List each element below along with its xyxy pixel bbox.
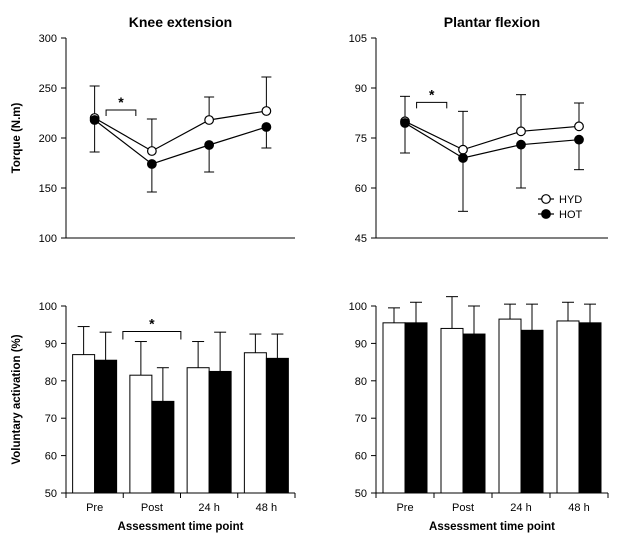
- data-point-hot: [400, 118, 410, 128]
- bar-hot: [462, 333, 486, 494]
- series-line-hyd: [404, 120, 580, 151]
- significance-marker: *: [149, 316, 155, 332]
- significance-bracket: [416, 101, 448, 109]
- y-tick-label: 80: [355, 376, 367, 388]
- y-tick-label: 100: [39, 233, 57, 245]
- y-tick-label: 300: [39, 33, 57, 45]
- chart-title: Knee extension: [129, 14, 232, 30]
- chart-panel-3: 50 60 70 80 90 100 Voluntary activation (%) Ass…: [11, 301, 296, 533]
- legend-marker: [541, 209, 551, 219]
- bar-hyd: [72, 354, 96, 494]
- y-tick-label: 60: [355, 451, 367, 463]
- y-tick-label: 100: [349, 301, 367, 313]
- data-point-hot: [516, 139, 526, 150]
- bar-hyd: [129, 374, 153, 494]
- data-point-hot: [261, 122, 272, 132]
- series-line-hot: [404, 122, 580, 159]
- data-point-hot: [89, 115, 100, 125]
- y-axis-label: Voluntary activation (%): [11, 334, 23, 464]
- legend-marker: [541, 194, 551, 204]
- y-tick-label: 150: [39, 183, 57, 195]
- bar-hot: [151, 400, 175, 494]
- x-tick-label: 48 h: [568, 502, 589, 514]
- series-line-hyd: [94, 110, 267, 152]
- y-axis-label: Torque (N.m): [11, 102, 23, 173]
- x-tick-label: 48 h: [256, 502, 277, 514]
- bar-hyd: [440, 327, 464, 494]
- bar-hyd: [556, 320, 580, 494]
- x-tick-label: Pre: [86, 502, 103, 514]
- x-tick-label: Post: [452, 502, 474, 514]
- y-tick-label: 60: [45, 451, 57, 463]
- significance-marker: *: [429, 86, 435, 102]
- bar-hot: [94, 359, 118, 494]
- bar-hyd: [382, 322, 406, 494]
- data-point-hot: [574, 134, 584, 145]
- y-tick-label: 90: [45, 338, 57, 350]
- data-point-hyd: [261, 106, 272, 116]
- significance-bracket: [105, 109, 137, 116]
- y-tick-label: 200: [39, 133, 57, 145]
- x-tick-label: 24 h: [510, 502, 531, 514]
- y-tick-label: 50: [355, 488, 367, 500]
- data-point-hyd: [146, 146, 157, 156]
- y-tick-label: 90: [355, 338, 367, 350]
- y-tick-label: 250: [39, 83, 57, 95]
- x-tick-label: Post: [141, 502, 163, 514]
- bar-hot: [265, 357, 289, 494]
- bar-hot: [404, 322, 428, 494]
- data-point-hot: [458, 153, 468, 163]
- legend-label: HOT: [559, 209, 583, 221]
- significance-bracket: [122, 331, 182, 340]
- bar-hyd: [498, 318, 522, 494]
- y-tick-label: 70: [45, 413, 57, 425]
- data-point-hot: [204, 140, 215, 150]
- y-tick-label: 70: [355, 413, 367, 425]
- legend-label: HYD: [559, 194, 582, 206]
- chart-panel-4: 50 60 70 80 90 100 Assessment time point Pre Pos…: [349, 296, 609, 533]
- x-tick-label: Pre: [396, 502, 413, 514]
- y-tick-label: 50: [45, 488, 57, 500]
- y-tick-label: 45: [355, 233, 367, 245]
- y-tick-label: 60: [355, 183, 367, 195]
- bar-hot: [578, 322, 602, 494]
- data-point-hyd: [516, 126, 526, 137]
- bar-hot: [520, 329, 544, 494]
- bar-hyd: [186, 367, 210, 494]
- bar-hot: [208, 370, 232, 494]
- x-axis-label: Assessment time point: [429, 521, 555, 533]
- chart-panel-1: 100 150 200 250 300 Knee extension Torque (N.m…: [11, 14, 295, 245]
- data-point-hot: [146, 159, 157, 169]
- significance-marker: *: [118, 94, 124, 110]
- y-tick-label: 75: [355, 133, 367, 145]
- y-tick-label: 90: [355, 83, 367, 95]
- data-point-hyd: [204, 115, 215, 125]
- data-point-hyd: [574, 121, 584, 132]
- bar-hyd: [243, 352, 267, 494]
- y-tick-label: 105: [349, 33, 367, 45]
- chart-panel-2: 45 60 75 90 105 Plantar flexion * HYD HOT: [349, 14, 608, 245]
- x-axis-label: Assessment time point: [118, 521, 244, 533]
- y-tick-label: 100: [39, 301, 57, 313]
- chart-title: Plantar flexion: [444, 14, 540, 30]
- y-tick-label: 80: [45, 376, 57, 388]
- x-tick-label: 24 h: [198, 502, 219, 514]
- data-point-hyd: [458, 144, 468, 155]
- series-line-hot: [94, 119, 267, 165]
